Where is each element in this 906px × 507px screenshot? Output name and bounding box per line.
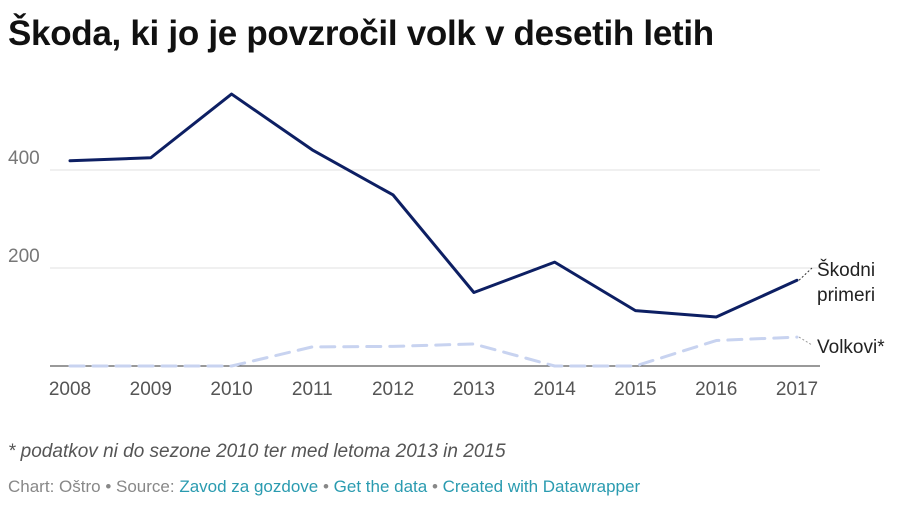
label-leader-line [798, 336, 813, 346]
x-tick-label: 2011 [292, 379, 333, 400]
label-leader-line [798, 267, 813, 281]
footer-separator: • [427, 477, 443, 496]
source-link[interactable]: Zavod za gozdove [179, 477, 319, 496]
footer-separator: • [318, 477, 334, 496]
series-label: Volkovi* [817, 337, 885, 358]
get-data-link[interactable]: Get the data [333, 477, 428, 496]
series-label: primeri [817, 285, 875, 306]
line-chart: 200 400 2008 2009 2010 2011 2012 2013 2014 2015 20… [8, 92, 885, 400]
x-tick-label: 2015 [614, 379, 656, 400]
chart-credit: Chart: Oštro [8, 477, 101, 496]
x-tick-label: 2016 [695, 379, 737, 400]
datawrapper-link[interactable]: Created with Datawrapper [442, 477, 641, 496]
y-tick-label: 400 [8, 148, 40, 169]
x-tick-label: 2010 [210, 379, 252, 400]
chart-footer: Chart: Oštro • Source: Zavod za gozdove … [8, 477, 640, 497]
x-tick-label: 2008 [49, 379, 91, 400]
series-label: Škodni [817, 259, 875, 281]
source-label: Source: [116, 477, 180, 496]
x-tick-label: 2017 [776, 379, 818, 400]
series-line-volkovi [68, 335, 799, 368]
x-tick-label: 2014 [534, 379, 577, 400]
series-line-skodni-primeri [68, 92, 799, 319]
footer-separator: • [100, 477, 116, 496]
x-tick-label: 2009 [130, 379, 172, 400]
x-tick-label: 2012 [372, 379, 414, 400]
chart-note: * podatkov ni do sezone 2010 ter med let… [8, 441, 506, 462]
y-tick-label: 200 [8, 246, 40, 267]
x-tick-label: 2013 [453, 379, 495, 400]
chart-title: Škoda, ki jo je povzročil volk v desetih… [8, 14, 714, 53]
